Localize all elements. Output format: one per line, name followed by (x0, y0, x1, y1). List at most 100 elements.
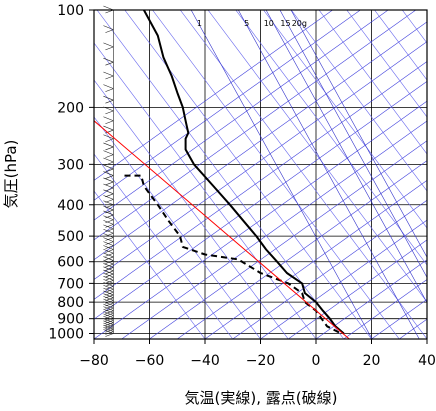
wind-barb (103, 220, 114, 228)
x-tick-label: −80 (79, 353, 109, 369)
x-tick-label: −60 (135, 353, 165, 369)
adiabat-line (94, 153, 233, 339)
wind-barb (103, 318, 114, 326)
y-tick-label: 100 (57, 3, 84, 19)
wind-barb (103, 308, 114, 317)
x-tick-label: 20 (363, 353, 381, 369)
isotherm-line (315, 259, 427, 339)
wind-barb (103, 241, 114, 249)
wind-barb (103, 252, 114, 261)
adiabat-line (235, 10, 427, 266)
y-tick-label: 700 (57, 276, 84, 292)
wind-barb (103, 329, 114, 337)
isotherm-line (94, 10, 417, 241)
isotherm-line (94, 61, 427, 300)
y-tick-label: 800 (57, 295, 84, 311)
mixing-ratio-line (279, 10, 427, 279)
adiabat-line (291, 10, 427, 192)
adiabat-line (124, 10, 372, 339)
adiabat-line (94, 190, 206, 339)
mixing-ratio-label: 15 (280, 19, 290, 28)
background-lines (94, 10, 436, 339)
isotherm-line (204, 180, 427, 339)
adiabat-line (263, 10, 427, 229)
wind-barb (103, 313, 114, 322)
isotherm-line (288, 239, 427, 339)
mixing-ratio-labels: 1 5 10 15 20g (197, 19, 307, 28)
isotherm-line (343, 279, 427, 339)
adiabat-line (430, 10, 436, 339)
wind-barb (103, 71, 114, 80)
wind-barb (103, 150, 114, 158)
wind-barb (103, 177, 114, 186)
isotherm-line (94, 80, 427, 320)
adiabat-line (374, 10, 427, 81)
wind-barb (103, 327, 114, 335)
adiabat-line (94, 42, 317, 339)
x-tick-label: −40 (190, 353, 220, 369)
y-tick-label: 1000 (48, 326, 84, 342)
wind-barb (103, 171, 114, 179)
y-tick-label: 300 (57, 157, 84, 173)
wind-barb (103, 125, 114, 134)
wind-barb (103, 315, 114, 324)
adiabat-line (346, 10, 427, 118)
adiabat-line (152, 10, 400, 339)
x-tick-label: 40 (418, 353, 436, 369)
y-tick-label: 400 (57, 198, 84, 214)
series (94, 10, 350, 339)
isotherm-line (94, 10, 361, 201)
mixing-ratio-line (238, 10, 420, 339)
x-tick-label: 0 (312, 353, 321, 369)
mixing-ratio-line (290, 10, 427, 258)
y-tick-label: 600 (57, 255, 84, 271)
adiabat-line (318, 10, 427, 155)
mixing-ratio-label: 20g (292, 19, 307, 28)
y-tick-label: 900 (57, 312, 84, 328)
y-axis-label: 気圧(hPa) (2, 140, 20, 209)
isotherm-line (260, 219, 427, 339)
wind-barb (103, 142, 114, 151)
wind-barb (103, 164, 114, 173)
x-tick-label: −20 (246, 353, 276, 369)
wind-barb (103, 25, 114, 33)
wind-barb (103, 157, 114, 166)
reference-line (94, 120, 350, 339)
isotherm-line (94, 100, 427, 339)
y-tick-label: 500 (57, 229, 84, 245)
wind-barb (103, 233, 114, 241)
wind-barb (103, 210, 114, 219)
mixing-ratio-line (265, 10, 427, 304)
y-tick-label: 200 (57, 100, 84, 116)
mixing-ratio-line (190, 10, 373, 339)
mixing-ratio-label: 1 (197, 19, 202, 28)
adiabat-line (207, 10, 427, 303)
isotherm-line (94, 10, 333, 181)
wind-barb (103, 256, 114, 264)
grid (93, 9, 428, 339)
wind-barb (103, 324, 114, 333)
wind-barb (103, 322, 114, 331)
wind-barb (103, 237, 114, 245)
wind-barb (103, 106, 114, 115)
wind-barb (103, 245, 114, 253)
isotherm-line (94, 10, 389, 221)
wind-barb (103, 42, 114, 51)
isotherm-line (149, 140, 427, 339)
wind-barb (103, 311, 114, 319)
wind-barbs (103, 5, 114, 337)
wind-barb (103, 116, 114, 125)
mixing-ratio-label: 5 (244, 19, 249, 28)
isotherm-line (426, 338, 427, 339)
mixing-ratio-label: 10 (264, 19, 274, 28)
wind-barb (103, 95, 114, 104)
wind-barb (103, 228, 114, 237)
wind-barb (103, 84, 114, 92)
adiabat-line (94, 116, 261, 339)
isotherm-line (94, 21, 427, 261)
isotherm-line (177, 160, 427, 339)
wind-barb (103, 224, 114, 233)
wind-barb (103, 249, 114, 257)
